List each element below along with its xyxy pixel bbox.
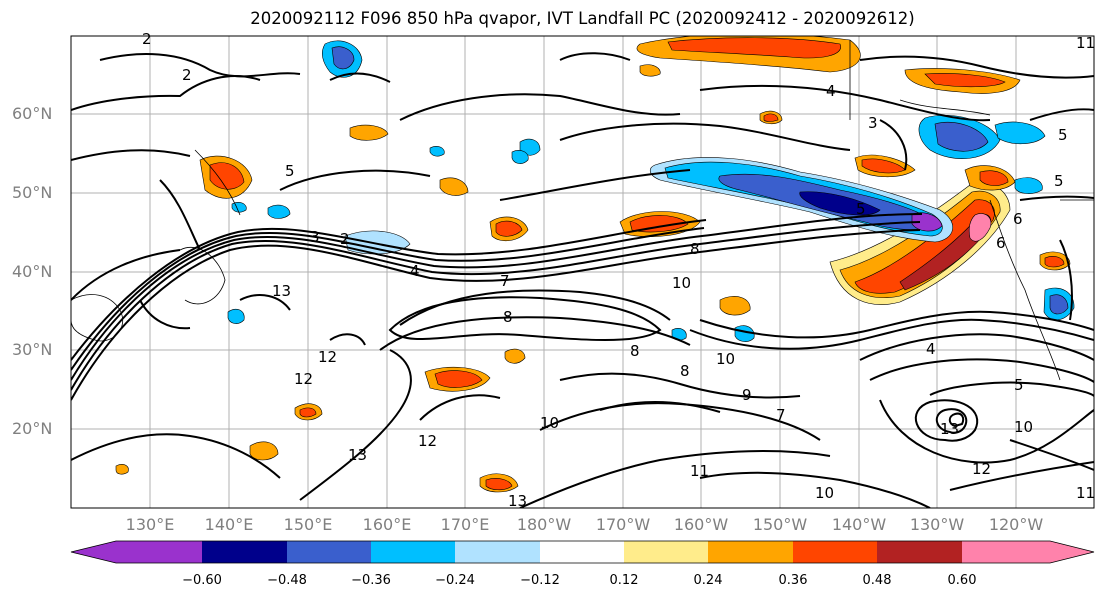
colorbar-tick-label: 0.36	[778, 573, 808, 588]
colorbar-outline	[70, 540, 1095, 564]
contour-label: 5	[285, 162, 295, 180]
contour-label: 11	[1076, 34, 1095, 52]
contour-label: 10	[815, 484, 834, 502]
colorbar-box	[371, 541, 455, 563]
colorbar-box	[287, 541, 371, 563]
contour-label: 11	[690, 462, 709, 480]
lon-label: 140°E	[204, 515, 254, 534]
lon-label: 150°W	[752, 515, 808, 534]
lon-label: 130°W	[909, 515, 965, 534]
lat-label: 20°N	[12, 419, 53, 438]
contour-label: 3	[868, 114, 878, 132]
contour-label: 5	[1054, 172, 1064, 190]
contour-label: 7	[500, 272, 510, 290]
colorbar-tick-label: 0.24	[693, 573, 723, 588]
contour-label: 4	[826, 82, 836, 100]
contour-label: 5	[1058, 126, 1068, 144]
colorbar-box	[202, 541, 287, 563]
coastlines	[71, 40, 1094, 381]
positive-anomaly-patches	[115, 36, 1071, 493]
lon-label: 160°W	[673, 515, 729, 534]
contour-label: 6	[1013, 210, 1023, 228]
contour-label: 9	[742, 386, 752, 404]
contour-labels: 2 2 3 2 5 8 4 7 13 12 12 8 10 8 8 10 10 9 7 11 12 13 13 10 11 4 3 5…	[142, 30, 1095, 510]
lon-label: 170°E	[440, 515, 490, 534]
colorbar-box	[793, 541, 877, 563]
lon-label: 120°W	[988, 515, 1044, 534]
contour-label: 8	[690, 240, 700, 258]
colorbar-tick-label: −0.60	[182, 573, 222, 588]
colorbar-extend-low	[71, 541, 116, 563]
lon-label: 160°E	[362, 515, 412, 534]
colorbar-box	[708, 541, 793, 563]
contour-label: 10	[540, 414, 559, 432]
colorbar-tick-label: 0.60	[947, 573, 977, 588]
lon-label: 170°W	[595, 515, 651, 534]
contour-label: 2	[340, 230, 350, 248]
contour-label: 8	[503, 308, 513, 326]
colorbar-box	[116, 541, 202, 563]
colorbar-tick-label: −0.12	[520, 573, 560, 588]
colorbar-box	[624, 541, 708, 563]
contour-label: 10	[672, 274, 691, 292]
lon-label: 130°E	[125, 515, 175, 534]
colorbar-tick-label: −0.48	[267, 573, 307, 588]
colorbar-box	[540, 541, 624, 563]
lon-label: 150°E	[283, 515, 333, 534]
lat-label: 60°N	[12, 104, 53, 123]
contour-label: 13	[348, 446, 367, 464]
contour-label: 4	[926, 340, 936, 358]
contour-label: 2	[142, 30, 152, 48]
contour-label: 12	[294, 370, 313, 388]
colorbar-box	[455, 541, 540, 563]
contour-label: 7	[776, 406, 786, 424]
contour-label: 5	[1014, 376, 1024, 394]
contour-label: 4	[410, 262, 420, 280]
contour-label: 12	[972, 460, 991, 478]
geopotential-contours	[71, 52, 1094, 508]
contour-label: 12	[418, 432, 437, 450]
lat-label: 50°N	[12, 183, 53, 202]
lon-label: 180°W	[516, 515, 572, 534]
contour-label: 13	[272, 282, 291, 300]
contour-label: 8	[680, 362, 690, 380]
contour-label: 13	[508, 492, 527, 510]
colorbar-tick-label: −0.36	[351, 573, 391, 588]
colorbar-tick-label: 0.48	[862, 573, 892, 588]
contour-label: 3	[310, 228, 320, 246]
gridlines	[71, 36, 1094, 508]
contour-label: 12	[318, 348, 337, 366]
colorbar-extend-high	[1050, 541, 1094, 563]
contour-label: 5	[856, 200, 866, 218]
colorbar-tick-label: −0.24	[435, 573, 475, 588]
contour-label: 8	[630, 342, 640, 360]
lat-label: 30°N	[12, 340, 53, 359]
contour-label: 10	[716, 350, 735, 368]
contour-label: 6	[996, 234, 1006, 252]
colorbar-tick-label: 0.12	[609, 573, 639, 588]
contour-label: 2	[182, 66, 192, 84]
contour-label: 13	[940, 420, 959, 438]
lat-label: 40°N	[12, 262, 53, 281]
colorbar-box	[877, 541, 962, 563]
contour-label: 10	[1014, 418, 1033, 436]
contour-label: 11	[1076, 484, 1095, 502]
lon-label: 140°W	[831, 515, 887, 534]
colorbar-box	[962, 541, 1050, 563]
negative-anomaly-patches	[227, 40, 1075, 342]
chart-title: 2020092112 F096 850 hPa qvapor, IVT Land…	[250, 9, 915, 28]
